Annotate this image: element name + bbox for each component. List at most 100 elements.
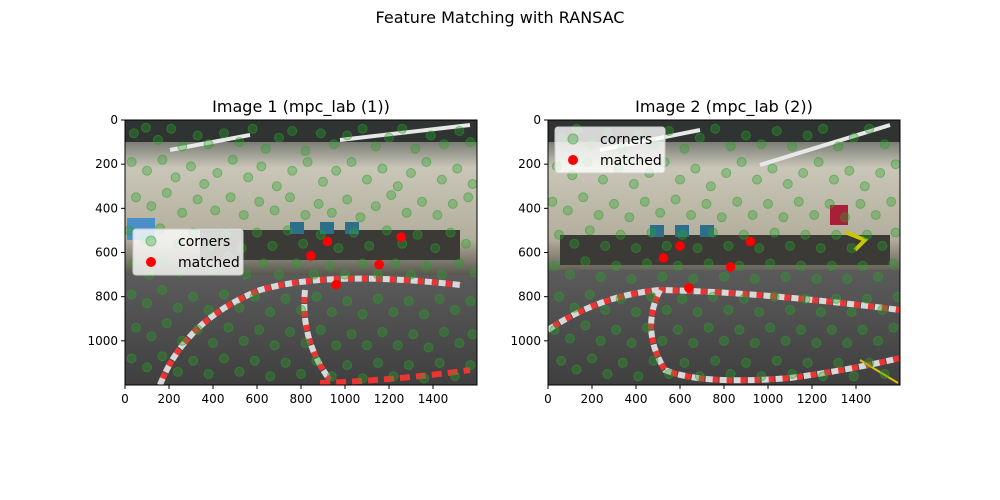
corner-point-1-13 [300, 145, 311, 156]
panel-image-1: 0 200 400 600 800 1000 1200 1400 0 200 400 600 800 10… [87, 97, 478, 406]
corner-point-2-84 [800, 229, 811, 240]
corner-point-1-147 [238, 335, 249, 346]
corner-point-2-119 [631, 307, 641, 318]
corner-point-1-1 [140, 122, 151, 133]
corner-point-2-97 [642, 258, 652, 269]
corner-point-1-50 [131, 192, 141, 203]
corner-point-1-116 [469, 267, 477, 278]
corner-point-2-44 [890, 159, 900, 170]
corner-point-2-129 [785, 304, 795, 315]
corner-point-2-38 [798, 168, 809, 178]
corner-point-1-132 [357, 309, 368, 320]
corner-point-2-92 [565, 269, 575, 280]
corner-point-1-59 [269, 205, 280, 216]
corner-point-1-46 [421, 157, 432, 167]
corner-point-2-107 [796, 260, 806, 271]
corner-point-2-32 [705, 181, 716, 192]
corner-point-2-162 [587, 353, 597, 364]
corner-point-1-55 [210, 205, 221, 216]
corner-point-2-122 [677, 293, 688, 304]
corner-point-1-157 [392, 340, 403, 351]
corner-point-2-7 [664, 126, 674, 136]
corner-point-1-109 [357, 258, 368, 269]
corner-point-1-112 [406, 269, 416, 280]
corner-point-1-183 [434, 357, 445, 368]
corner-point-1-22 [425, 130, 436, 141]
corner-point-2-157 [857, 324, 868, 335]
corner-point-2-53 [670, 194, 681, 205]
corner-point-1-117 [126, 289, 137, 300]
corner-point-1-141 [146, 331, 157, 342]
corner-point-2-178 [833, 357, 844, 368]
corner-point-1-32 [212, 168, 223, 178]
legend-label-matched-1: matched [178, 255, 240, 271]
corner-point-2-63 [824, 198, 835, 209]
corner-point-2-111 [857, 260, 868, 271]
y-tick-label: 1000 [87, 334, 118, 348]
corner-point-1-167 [188, 355, 199, 366]
corner-point-1-86 [333, 243, 344, 254]
x-tick-label: 1400 [841, 392, 872, 406]
corner-point-1-180 [388, 371, 399, 382]
corner-point-2-146 [688, 338, 699, 348]
x-tick-label: 400 [625, 392, 648, 406]
corner-point-1-47 [436, 174, 447, 185]
corner-point-1-30 [186, 161, 196, 172]
corner-point-1-72 [463, 192, 474, 203]
corner-point-2-115 [569, 302, 580, 313]
legend-2: corners matched [554, 126, 666, 174]
corner-point-1-85 [315, 229, 326, 240]
corner-point-1-106 [309, 269, 320, 280]
corner-point-1-12 [287, 126, 298, 136]
y-tick-label: 0 [110, 113, 118, 127]
y-tick-label: 600 [518, 246, 541, 260]
x-tick-label: 600 [246, 392, 269, 406]
corner-point-1-60 [285, 192, 295, 203]
corner-point-1-160 [439, 327, 449, 337]
y-tick-label: 200 [518, 157, 541, 171]
corner-point-2-13 [756, 139, 767, 150]
corner-point-2-79 [723, 240, 734, 251]
corner-point-2-145 [672, 324, 683, 335]
corner-point-2-94 [595, 271, 606, 282]
corner-point-2-138 [565, 333, 575, 344]
x-tick-label: 400 [202, 392, 225, 406]
corner-point-2-37 [782, 179, 793, 189]
corner-point-2-103 [734, 260, 745, 271]
corner-point-1-0 [128, 128, 139, 139]
corner-point-1-9 [247, 123, 258, 134]
corner-point-2-71 [600, 240, 611, 251]
corner-point-2-101 [703, 258, 714, 269]
corner-point-2-134 [862, 293, 872, 304]
corner-point-1-29 [170, 172, 181, 183]
legend-marker-corners-2 [567, 133, 579, 145]
corner-point-2-25 [598, 174, 608, 185]
corner-point-2-30 [675, 174, 685, 185]
corner-point-1-178 [357, 373, 368, 384]
corner-point-2-83 [785, 240, 795, 251]
corner-point-1-48 [452, 163, 463, 174]
corner-point-2-156 [842, 338, 853, 348]
corner-point-2-99 [672, 260, 683, 271]
panel-title-2: Image 2 (mpc_lab (2)) [635, 97, 813, 117]
corner-point-2-139 [580, 320, 591, 331]
matched-point-2-4 [684, 283, 694, 293]
corner-point-2-41 [844, 165, 855, 176]
corner-point-2-149 [734, 324, 745, 335]
corner-point-1-142 [161, 318, 172, 329]
corner-point-2-117 [600, 304, 611, 315]
axis-ticks-2: 0 200 400 600 800 1000 1200 1400 0 200 400 600 800 10… [510, 113, 871, 406]
corner-point-1-70 [432, 210, 443, 220]
matched-point-1-1 [306, 251, 316, 261]
corner-point-1-171 [249, 355, 260, 366]
corner-point-2-8 [679, 143, 690, 154]
corner-point-2-88 [862, 229, 872, 240]
corner-point-1-127 [280, 293, 291, 304]
corner-point-1-39 [318, 176, 328, 187]
corner-point-2-52 [655, 207, 666, 218]
corner-point-2-20 [864, 123, 875, 134]
corner-point-1-124 [234, 302, 245, 313]
corner-point-1-49 [467, 179, 477, 189]
corner-point-1-145 [208, 338, 218, 348]
matched-point-1-2 [396, 232, 406, 242]
